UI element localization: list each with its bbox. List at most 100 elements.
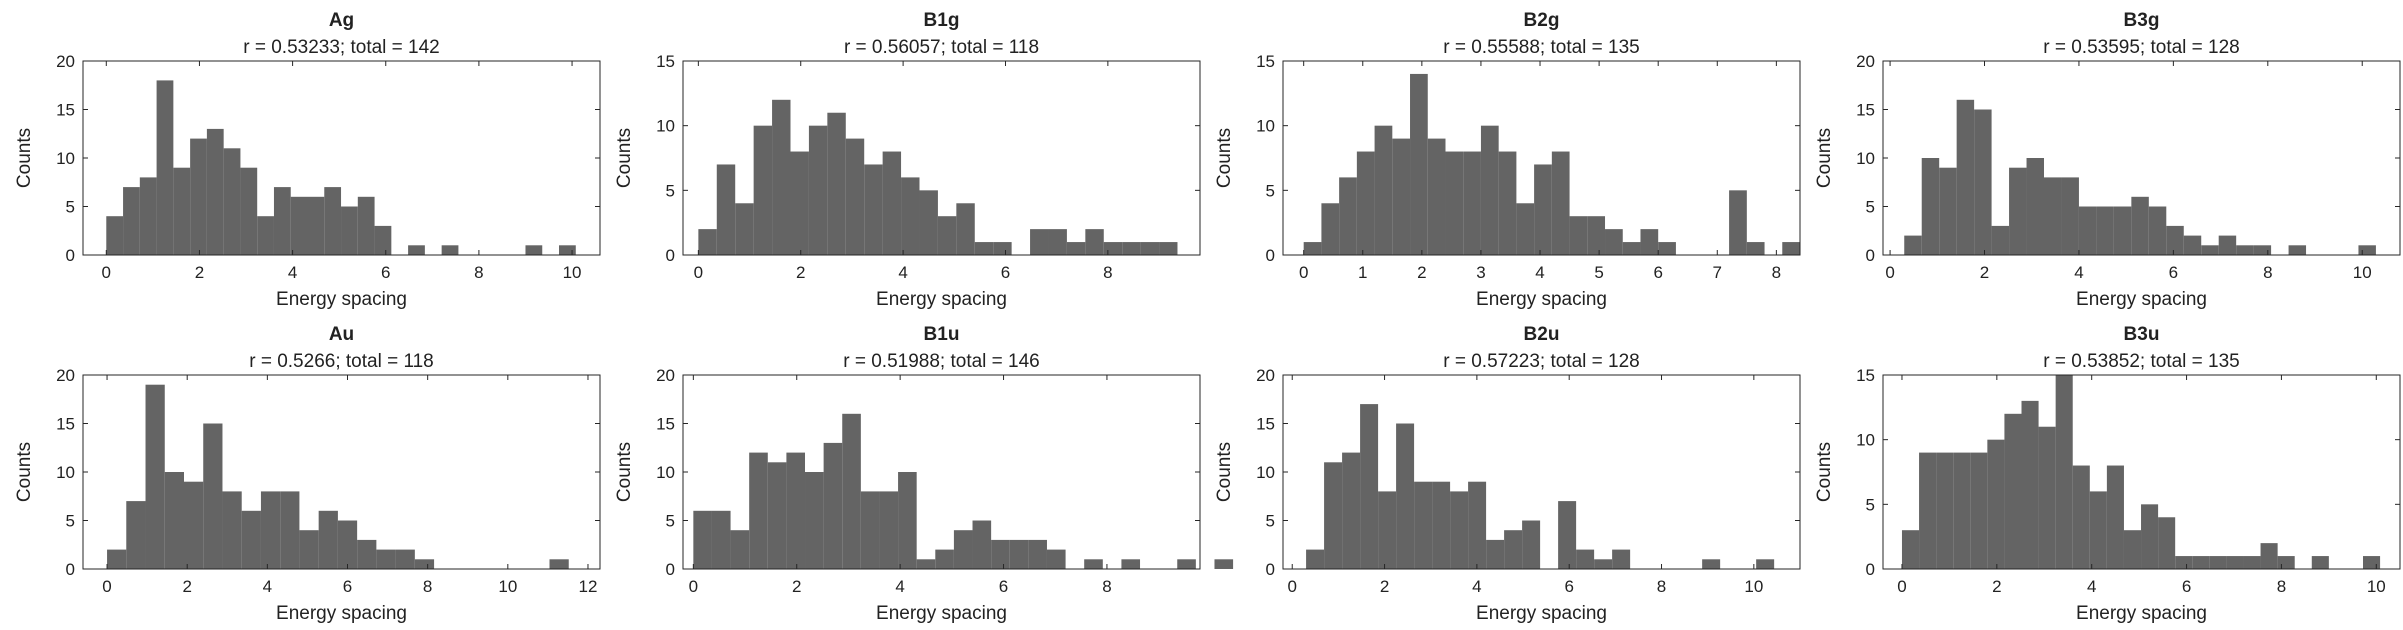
histogram-bar [337, 520, 358, 569]
histogram-bar [1729, 190, 1747, 255]
x-tick-label: 0 [689, 577, 698, 596]
y-tick-label: 10 [56, 463, 75, 482]
histogram-bar [2183, 235, 2202, 255]
y-tick-label: 10 [1256, 117, 1275, 136]
axes-box [1282, 60, 1801, 256]
histogram-bar [395, 549, 415, 569]
histogram-bar [749, 452, 768, 569]
y-tick-label: 10 [1856, 431, 1875, 450]
x-tick-label: 0 [694, 263, 703, 282]
y-tick-label: 0 [666, 560, 675, 579]
x-tick-label: 2 [195, 263, 204, 282]
x-axis-label: Energy spacing [276, 603, 407, 624]
x-tick-label: 12 [579, 577, 598, 596]
histogram-bar [2038, 426, 2056, 569]
x-tick-label: 6 [1564, 577, 1573, 596]
histogram-bar [1480, 125, 1499, 255]
histogram-bar [357, 196, 375, 255]
x-tick-label: 3 [1476, 263, 1485, 282]
histogram-bar [845, 138, 865, 255]
histogram-bar [1046, 549, 1066, 569]
histogram-bar [1522, 520, 1541, 569]
histogram-bar [374, 225, 392, 255]
y-tick-label: 15 [1856, 101, 1875, 120]
histogram-panel-b2g: 0 1 2 3 4 5 6 7 8 0 5 10 15 B2g r = 0.55588; total = 1… [1214, 10, 1801, 310]
histogram-bar [1605, 229, 1623, 255]
x-tick-label: 1 [1358, 263, 1367, 282]
histogram-bar [1640, 229, 1659, 255]
y-axis-label: Counts [14, 128, 35, 188]
histogram-bar [1612, 549, 1631, 569]
histogram-bar [307, 196, 325, 255]
panel-title: B2u [1524, 324, 1560, 345]
panel-subtitle: r = 0.53852; total = 135 [2043, 351, 2240, 372]
histogram-bar [2078, 206, 2097, 255]
panel-title: B3u [2124, 324, 2160, 345]
histogram-bar [145, 384, 165, 569]
x-axis-label: Energy spacing [2076, 289, 2207, 310]
x-tick-label: 4 [895, 577, 904, 596]
histogram-bar [1587, 216, 1606, 255]
histogram-bar [823, 442, 843, 569]
y-tick-label: 10 [56, 149, 75, 168]
histogram-bar [1084, 559, 1103, 569]
x-tick-label: 4 [288, 263, 297, 282]
histogram-bar [2004, 413, 2022, 569]
histogram-bar [376, 549, 396, 569]
y-axis-label: Counts [1214, 128, 1235, 188]
histogram-bar [1987, 439, 2005, 569]
histogram-bar [2055, 375, 2073, 569]
histogram-bar [1028, 539, 1047, 569]
histogram-bar [280, 491, 300, 569]
x-tick-label: 8 [1103, 263, 1112, 282]
x-tick-label: 6 [343, 577, 352, 596]
x-tick-label: 10 [563, 263, 582, 282]
histogram-bar [1009, 539, 1029, 569]
histogram-bar [408, 245, 425, 255]
histogram-bar [2026, 158, 2044, 255]
histogram-bar [2288, 245, 2307, 255]
histogram-bar [1030, 229, 1049, 255]
histogram-bar [1936, 452, 1954, 569]
x-tick-label: 8 [2277, 577, 2286, 596]
histogram-bar [716, 164, 736, 255]
panel-title: B1u [924, 324, 960, 345]
y-tick-label: 0 [1866, 246, 1875, 265]
histogram-panel-au: 0 2 4 6 8 10 12 0 5 10 15 20 Au r = 0.5266; total = 1… [14, 324, 601, 624]
y-tick-label: 15 [1856, 366, 1875, 385]
histogram-bar [2218, 235, 2237, 255]
histogram-bar [173, 167, 191, 255]
y-tick-label: 10 [1856, 149, 1875, 168]
histogram-bar [882, 151, 902, 255]
y-axis-label: Counts [1814, 442, 1835, 502]
y-tick-label: 10 [1256, 463, 1275, 482]
x-tick-label: 8 [474, 263, 483, 282]
histogram-bar [1427, 138, 1446, 255]
histogram-bar [2096, 206, 2114, 255]
histogram-bar [991, 539, 1010, 569]
panel-title: B2g [1524, 10, 1560, 31]
histogram-bar [767, 462, 787, 569]
histogram-bar [1516, 203, 1535, 255]
histogram-bar [935, 549, 954, 569]
x-tick-label: 6 [1653, 263, 1662, 282]
y-tick-label: 5 [1866, 495, 1875, 514]
y-tick-label: 15 [656, 415, 675, 434]
x-tick-label: 0 [1897, 577, 1906, 596]
y-axis-label: Counts [614, 128, 635, 188]
y-tick-label: 5 [1266, 512, 1275, 531]
histogram-bar [2072, 465, 2090, 569]
y-tick-label: 20 [1256, 366, 1275, 385]
histogram-bar [1414, 481, 1433, 569]
histogram-bar [972, 520, 992, 569]
histogram-bar [1534, 164, 1552, 255]
histogram-bar [107, 549, 127, 569]
x-tick-label: 2 [796, 263, 805, 282]
histogram-panel-b1g: 0 2 4 6 8 0 5 10 15 B1g r = 0.56057; total = 118 En… [614, 10, 1201, 310]
histogram-bar [1486, 539, 1505, 569]
histogram-bar [901, 177, 920, 255]
histogram-bar [1356, 151, 1375, 255]
y-tick-label: 5 [666, 181, 675, 200]
panel-subtitle: r = 0.5266; total = 118 [249, 351, 434, 372]
histogram-bar [1594, 559, 1613, 569]
